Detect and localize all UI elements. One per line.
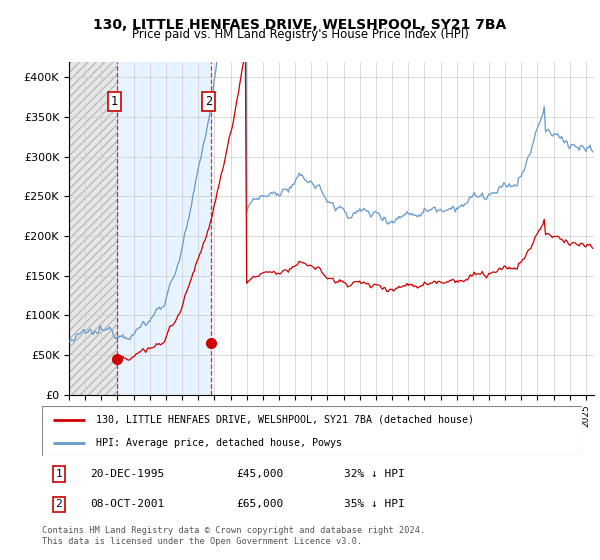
Text: 35% ↓ HPI: 35% ↓ HPI [344,500,405,509]
Bar [69,62,117,395]
Text: Price paid vs. HM Land Registry's House Price Index (HPI): Price paid vs. HM Land Registry's House … [131,28,469,41]
Bar [69,62,117,395]
Text: 08-OCT-2001: 08-OCT-2001 [91,500,165,509]
Text: HPI: Average price, detached house, Powys: HPI: Average price, detached house, Powy… [96,438,342,448]
Text: 2: 2 [56,500,62,509]
Text: 2: 2 [205,95,212,108]
Text: 130, LITTLE HENFAES DRIVE, WELSHPOOL, SY21 7BA (detached house): 130, LITTLE HENFAES DRIVE, WELSHPOOL, SY… [96,414,474,424]
Text: 32% ↓ HPI: 32% ↓ HPI [344,469,405,479]
Text: Contains HM Land Registry data © Crown copyright and database right 2024.
This d: Contains HM Land Registry data © Crown c… [42,526,425,546]
Text: £65,000: £65,000 [236,500,284,509]
Text: £45,000: £45,000 [236,469,284,479]
Text: 1: 1 [56,469,62,479]
Text: 1: 1 [111,95,118,108]
Bar [117,62,211,395]
Text: 20-DEC-1995: 20-DEC-1995 [91,469,165,479]
Text: 130, LITTLE HENFAES DRIVE, WELSHPOOL, SY21 7BA: 130, LITTLE HENFAES DRIVE, WELSHPOOL, SY… [94,18,506,32]
